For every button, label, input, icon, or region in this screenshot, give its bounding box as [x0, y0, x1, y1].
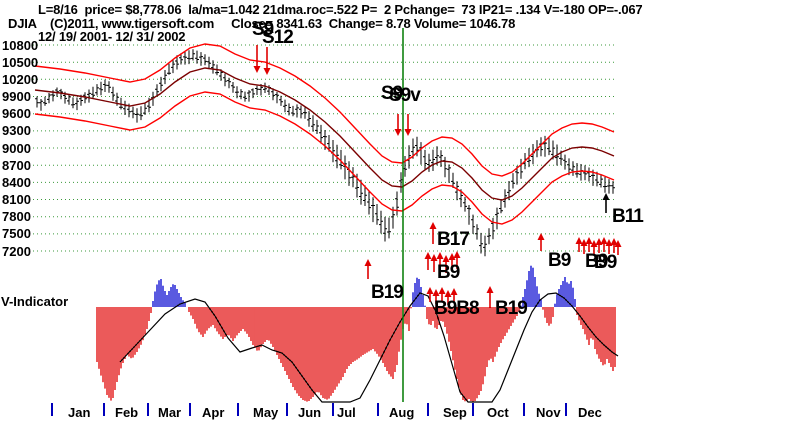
y-axis-label: 7200: [2, 243, 31, 259]
y-axis-label: 9600: [2, 106, 31, 122]
month-label-jul: Jul: [337, 405, 356, 420]
y-axis-label: 10200: [2, 71, 39, 87]
month-tick: [147, 403, 149, 416]
signal-label-b11: B11: [612, 206, 644, 227]
y-axis-label: 8100: [2, 192, 31, 207]
month-label-feb: Feb: [115, 405, 139, 420]
status-line-indicators: L=8/16 price= $8,778.06 la/ma=1.042 21dm…: [38, 2, 643, 17]
month-label-apr: Apr: [202, 405, 225, 420]
month-tick: [523, 403, 525, 416]
signal-label-b17: B17: [437, 229, 470, 250]
signal-label-b19: B19: [495, 298, 528, 319]
month-tick: [237, 403, 239, 416]
month-label-nov: Nov: [536, 405, 561, 420]
signal-label-s12: S12: [262, 27, 294, 48]
month-tick: [189, 403, 191, 416]
month-label-sep: Sep: [443, 405, 467, 420]
signal-label-b9: B9: [437, 262, 460, 283]
y-axis-label: 9900: [2, 89, 31, 104]
month-tick: [51, 403, 53, 416]
month-label-aug: Aug: [389, 405, 415, 420]
month-tick: [332, 403, 334, 416]
month-label-may: May: [253, 405, 279, 420]
month-tick: [472, 403, 474, 416]
signal-label-s9: S9: [252, 19, 274, 40]
status-line-symbol-close: DJIA (C)2011, www.tigersoft.com Close= 8…: [8, 16, 516, 31]
y-axis-label: 7500: [2, 226, 31, 242]
y-axis-label: 7800: [2, 209, 31, 225]
y-axis-label: 10500: [2, 54, 39, 70]
month-tick: [427, 403, 429, 416]
month-label-dec: Dec: [578, 405, 602, 420]
signal-label-b9: B9: [585, 251, 608, 272]
signal-label-s9v: S9v: [389, 85, 421, 106]
month-tick: [565, 403, 567, 416]
month-label-mar: Mar: [158, 405, 182, 420]
signal-label-b9b8: B9B8: [434, 298, 480, 319]
month-tick: [377, 403, 379, 416]
y-axis-label: 10800: [2, 37, 39, 53]
signal-label-s9: S9: [381, 83, 403, 104]
y-axis-label: 9300: [2, 123, 31, 139]
date-range-label: 12/ 19/ 2001- 12/ 31/ 2002: [38, 29, 186, 44]
y-axis-label: 8400: [2, 174, 31, 190]
signal-label-b19: B19: [371, 282, 404, 303]
signal-label-b9: B9: [548, 250, 571, 271]
month-label-jan: Jan: [68, 405, 91, 420]
month-label-jun: Jun: [298, 405, 322, 420]
y-axis-label: 8700: [2, 157, 31, 173]
month-label-oct: Oct: [487, 405, 509, 420]
month-tick: [103, 403, 105, 416]
signal-label-b9: B9: [594, 252, 617, 273]
y-axis-label: 9000: [2, 140, 31, 156]
v-indicator-label: V-Indicator: [1, 294, 69, 309]
month-tick: [286, 403, 288, 416]
